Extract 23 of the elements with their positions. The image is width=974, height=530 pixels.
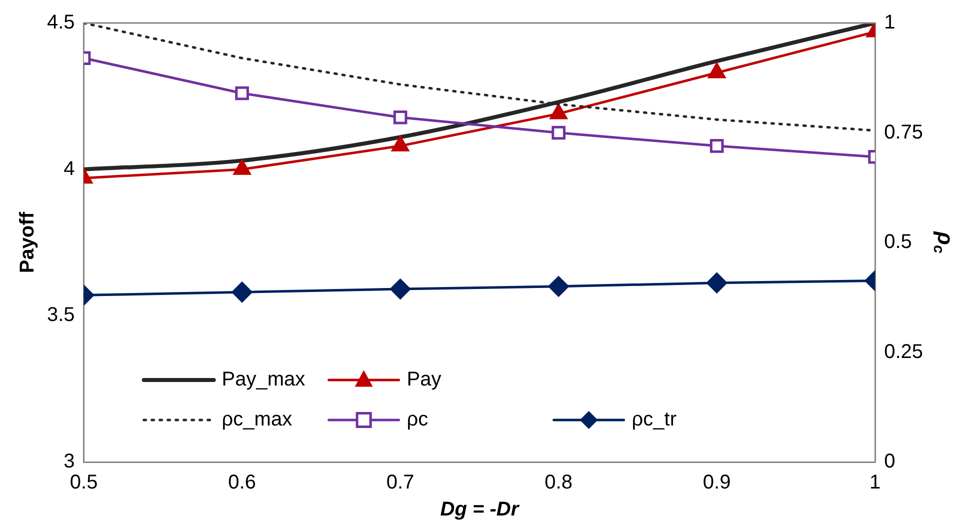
legend-label: Pay [406,368,442,391]
x-tick-label: 0.9 [702,472,731,494]
y-axis-title: Payoff [16,212,39,274]
y-tick-label: 3.5 [46,304,75,326]
y2-tick-label: 0.5 [884,231,912,254]
x-tick-label: 0.5 [70,472,98,494]
x-tick-label: 0.6 [228,472,256,494]
y2-axis-title: ρc [930,230,958,254]
legend-label: ρc [406,408,428,431]
y2-tick-label: 0.75 [884,121,924,144]
x-axis-title: Dg = -Dr [440,498,520,521]
y-tick-label: 3 [64,450,75,473]
legend-label: ρc_max [222,408,292,431]
legend-label: Pay_max [222,368,306,391]
x-tick-label: 1 [870,472,881,494]
y2-tick-label: 0.25 [884,340,924,363]
y-tick-label: 4.5 [46,12,75,34]
x-tick-label: 0.7 [386,472,414,494]
y-tick-label: 4 [64,158,75,180]
y2-tick-label: 1 [884,12,896,34]
legend-label: ρc_tr [632,408,677,431]
x-tick-label: 0.8 [544,472,572,494]
y2-tick-label: 0 [884,450,896,473]
